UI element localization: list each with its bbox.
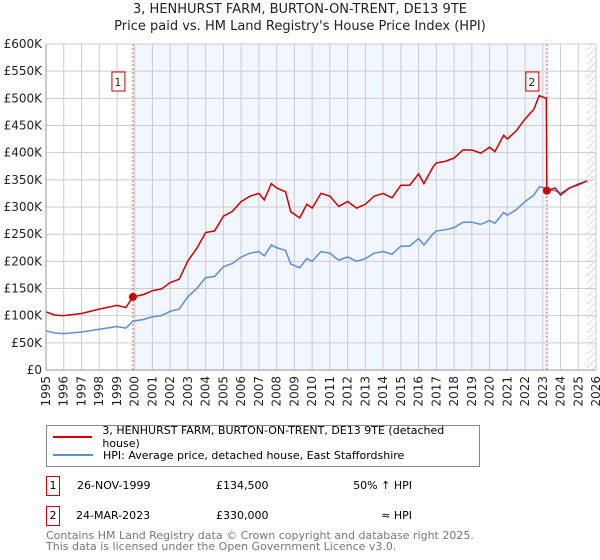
legend-swatch-blue [53,454,93,456]
y-tick-label: £500K [4,91,44,105]
x-tick-label: 2017 [429,376,443,407]
sale-date: 26-NOV-1999 [77,479,151,492]
y-tick-label: £300K [4,200,44,214]
y-tick-label: £400K [4,146,44,160]
x-tick-label: 2018 [447,376,461,407]
series-line [45,180,588,335]
sale-label-box [111,71,126,92]
y-tick-label: £350K [4,173,44,187]
x-tick-label: 1996 [57,376,71,407]
sale-row: 1 26-NOV-1999 £134,500 50% ↑ HPI [46,476,566,498]
x-tick-label: 2010 [305,376,319,407]
y-tick-label: £50K [11,336,43,350]
sale-marker: 2 [46,506,60,526]
x-tick-label: 2002 [163,376,177,407]
x-tick-label: 2000 [128,376,142,407]
x-tick-label: 2005 [216,376,230,407]
plot-area: £0 £50K £100K £150K £200K £250K £300K £350K £400… [4,37,600,407]
x-tick-label: 2026 [589,376,600,407]
x-tick-label: 1997 [74,376,88,407]
x-tick-label: 2003 [181,376,195,407]
series-line [45,94,588,317]
x-tick-label: 2008 [270,376,284,407]
sale-hpi: ≈ HPI [381,509,412,522]
footer: Contains HM Land Registry data © Crown c… [46,530,474,552]
x-tick-label: 2016 [412,376,426,407]
x-tick-label: 1999 [110,376,124,407]
x-tick-label: 2022 [518,376,532,407]
sale-marker: 1 [46,476,60,496]
x-tick-label: 2014 [376,376,390,407]
x-tick-label: 2024 [554,376,568,407]
x-tick-label: 2009 [287,376,301,407]
x-tick-label: 2013 [358,376,372,407]
x-tick-label: 2012 [341,376,355,407]
legend: 3, HENHURST FARM, BURTON-ON-TRENT, DE13 … [46,424,480,467]
legend-label: 3, HENHURST FARM, BURTON-ON-TRENT, DE13 … [102,424,445,450]
chart-subtitle: Price paid vs. HM Land Registry's House … [114,19,486,34]
sale-date: 24-MAR-2023 [76,509,151,522]
y-tick-label: £550K [4,64,44,78]
sale-label-box [525,71,540,92]
x-tick-label: 2019 [465,376,479,407]
x-tick-label: 1998 [92,376,106,407]
legend-label: HPI: Average price, detached house, East… [103,448,405,462]
y-tick-label: £200K [4,254,44,268]
x-tick-label: 2011 [323,376,337,407]
x-tick-label: 2021 [500,376,514,407]
x-tick-label: 2025 [571,376,585,407]
y-tick-label: £250K [4,227,44,241]
footer-line: Contains HM Land Registry data © Crown c… [46,529,474,542]
x-tick-label: 2020 [483,376,497,407]
sale-price: £330,000 [216,509,269,522]
x-tick-label: 2007 [252,376,266,407]
footer-line: This data is licensed under the Open Gov… [46,540,397,553]
x-tick-label: 2015 [394,376,408,407]
legend-swatch-red [53,436,93,438]
sale-label: 1 [114,76,121,89]
sale-label: 2 [528,76,535,89]
sale-price: £134,500 [216,479,269,492]
x-tick-label: 2001 [145,376,159,407]
sale-point [128,292,137,301]
y-tick-label: £100K [4,309,44,323]
legend-item-property: 3, HENHURST FARM, BURTON-ON-TRENT, DE13 … [53,424,479,450]
x-tick-label: 2006 [234,376,248,407]
sale-point [542,186,551,195]
sale-hpi: 50% ↑ HPI [353,479,412,492]
legend-item-hpi: HPI: Average price, detached house, East… [53,447,404,463]
x-tick-label: 1995 [39,376,53,407]
chart-title: 3, HENHURST FARM, BURTON-ON-TRENT, DE13 … [133,2,467,17]
y-tick-label: £600K [4,37,44,51]
sale-row: 2 24-MAR-2023 £330,000 ≈ HPI [46,506,566,528]
y-tick-label: £150K [4,282,44,296]
y-tick-label: £450K [4,119,44,133]
y-tick-label: £0 [27,363,42,377]
x-tick-label: 2004 [199,376,213,407]
x-tick-label: 2023 [536,376,550,407]
